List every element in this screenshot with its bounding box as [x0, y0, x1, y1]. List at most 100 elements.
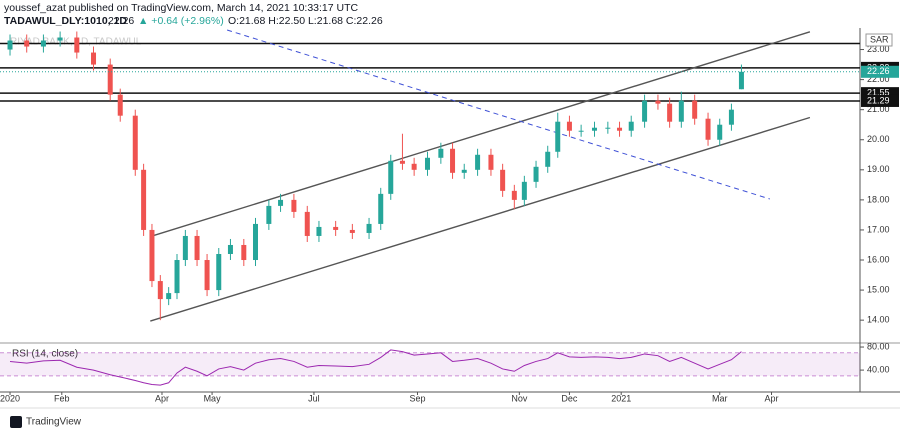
candle-body	[333, 226, 339, 230]
candle-body	[378, 193, 384, 224]
candle-body	[194, 235, 200, 261]
publisher: youssef_azat published on TradingView.co…	[4, 2, 359, 14]
candle-body	[216, 254, 222, 291]
level-label-box	[861, 94, 899, 107]
y-tick-label: 18.00	[867, 194, 890, 204]
rsi-band	[0, 352, 860, 376]
candle-body	[241, 244, 247, 261]
change: ▲ +0.64 (+2.96%)	[138, 15, 224, 27]
y-tick-label: 17.00	[867, 224, 890, 234]
last-price-label: 22.26	[867, 66, 890, 76]
candle-body	[174, 260, 180, 294]
candle-body	[667, 103, 673, 122]
x-tick-label: Feb	[54, 393, 70, 403]
candle-body	[132, 115, 138, 170]
candle-body	[628, 121, 634, 131]
rsi-title: RSI (14, close)	[12, 349, 78, 360]
candle-body	[57, 37, 63, 41]
candle-body	[7, 40, 13, 50]
x-tick-label: Dec	[561, 393, 578, 403]
y-tick-label: 20.00	[867, 134, 890, 144]
x-tick-label: Nov	[511, 393, 528, 403]
candle-body	[591, 127, 597, 131]
candle-body	[475, 154, 481, 170]
y-tick-label: 23.00	[867, 44, 890, 54]
candle-body	[266, 205, 272, 224]
candle-body	[388, 160, 394, 194]
candle-body	[141, 169, 147, 230]
candle-body	[399, 160, 405, 164]
y-tick-label: 15.00	[867, 284, 890, 294]
level-label: 21.29	[867, 95, 890, 105]
trend-line	[226, 29, 770, 200]
candle-body	[366, 223, 372, 233]
candle-body	[642, 100, 648, 122]
candle-body	[411, 163, 417, 170]
brand: TradingView	[26, 417, 82, 428]
candle-body	[74, 37, 80, 53]
rsi-line	[9, 349, 742, 386]
symbol: TADAWUL_DLY:1010, 1D	[4, 15, 127, 27]
candle-body	[500, 169, 506, 191]
candle-body	[204, 260, 210, 291]
candle-body	[545, 151, 551, 167]
y-tick-label: 21.00	[867, 104, 890, 114]
x-tick-label: 2021	[611, 393, 631, 403]
candle-body	[227, 244, 233, 255]
candle-body	[738, 71, 744, 90]
x-tick-label: Sep	[409, 393, 425, 403]
last-price-box	[861, 65, 899, 78]
candle-body	[166, 293, 172, 300]
candle-body	[555, 121, 561, 152]
candle-body	[24, 40, 30, 47]
candle-body	[705, 118, 711, 140]
candle-body	[578, 130, 584, 132]
candle-body	[304, 211, 310, 236]
candle-body	[438, 148, 444, 158]
currency: SAR	[870, 34, 889, 44]
candle-body	[617, 127, 623, 131]
logo	[10, 416, 22, 428]
y-tick-label: 16.00	[867, 254, 890, 264]
x-tick-label: Jul	[308, 393, 320, 403]
level-label: 21.55	[867, 88, 890, 98]
last-price: 22.26	[108, 15, 134, 27]
candle-body	[182, 235, 188, 261]
candle-body	[461, 169, 467, 173]
candle-body	[291, 199, 297, 212]
x-tick-label: 2020	[0, 393, 20, 403]
candle-body	[117, 94, 123, 116]
candle-body	[533, 166, 539, 182]
x-tick-label: May	[204, 393, 222, 403]
x-tick-label: Apr	[155, 393, 169, 403]
candle-body	[252, 223, 258, 261]
ohlc: O:21.68 H:22.50 L:21.68 C:22.26	[228, 15, 383, 27]
rsi-tick-label: 80.00	[867, 341, 890, 351]
candle-body	[728, 109, 734, 125]
candle-body	[157, 281, 163, 300]
candle-body	[91, 52, 97, 65]
candle-body	[521, 181, 527, 200]
x-tick-label: Apr	[764, 393, 778, 403]
y-tick-label: 19.00	[867, 164, 890, 174]
candle-body	[40, 40, 46, 47]
candle-body	[717, 124, 723, 140]
candle-body	[107, 64, 113, 95]
candle-body	[349, 229, 355, 233]
trend-line	[150, 116, 811, 322]
candle-body	[149, 229, 155, 282]
y-tick-label: 22.00	[867, 74, 890, 84]
candle-body	[678, 100, 684, 122]
candle-body	[316, 226, 322, 236]
candle-body	[605, 127, 611, 129]
x-tick-label: Mar	[712, 393, 728, 403]
candle-body	[488, 154, 494, 170]
y-tick-label: 14.00	[867, 315, 890, 325]
candle-body	[424, 157, 430, 170]
candle-body	[450, 148, 456, 173]
trend-line	[150, 31, 811, 238]
rsi-tick-label: 40.00	[867, 364, 890, 374]
candle-body	[278, 199, 284, 206]
